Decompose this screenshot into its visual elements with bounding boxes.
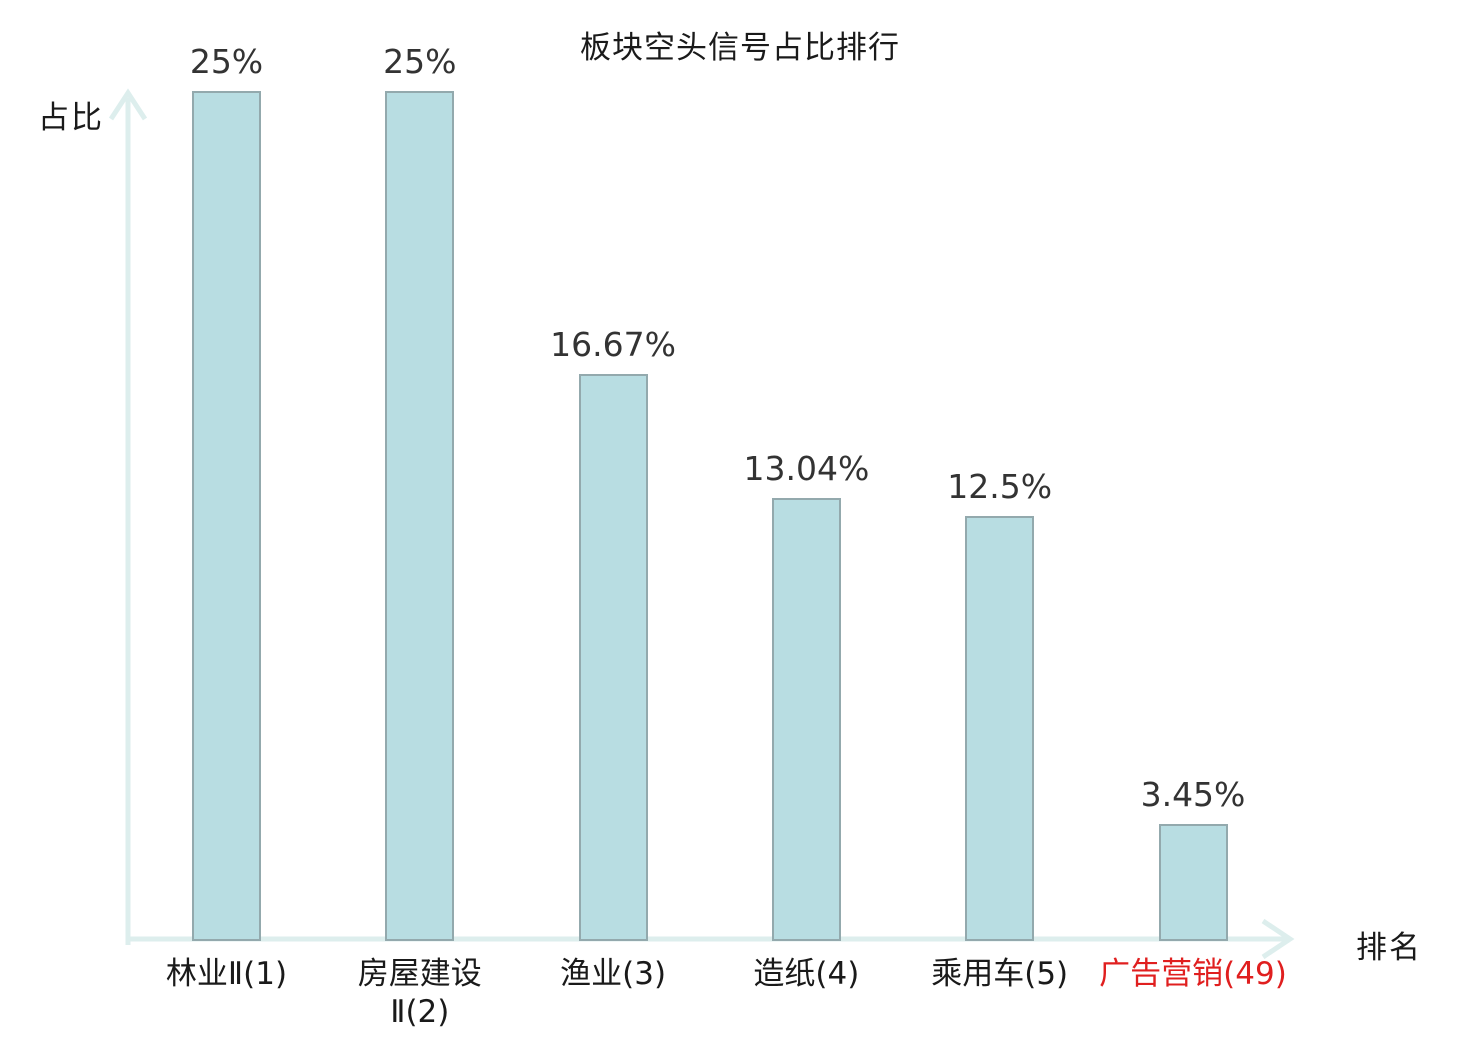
bar-value-label: 12.5% (947, 467, 1053, 506)
bar-value-label: 25% (383, 42, 457, 81)
bar (965, 516, 1034, 941)
bar-category-label: 广告营销(49) (1099, 956, 1287, 992)
bar-value-label: 16.67% (550, 325, 677, 364)
bar-category-label: 造纸(4) (753, 956, 860, 992)
y-axis-arrow-icon (108, 88, 148, 121)
bar-value-label: 13.04% (743, 449, 870, 488)
bar (1159, 824, 1228, 941)
chart-title: 板块空头信号占比排行 (580, 30, 900, 66)
y-axis-label: 占比 (38, 100, 104, 136)
x-axis-label: 排名 (1356, 930, 1422, 966)
bar-value-label: 3.45% (1140, 775, 1246, 814)
bar-category-label: 林业Ⅱ(1) (165, 956, 288, 992)
bar (772, 498, 841, 941)
bar (579, 374, 648, 941)
x-axis-arrow-icon (1261, 918, 1295, 960)
bar (385, 91, 454, 941)
bar-category-label: 房屋建设 Ⅱ(2) (357, 956, 482, 1030)
bar (192, 91, 261, 941)
bar-category-label: 渔业(3) (560, 956, 667, 992)
bar-value-label: 25% (189, 42, 264, 81)
bar-category-label: 乘用车(5) (931, 956, 1069, 992)
